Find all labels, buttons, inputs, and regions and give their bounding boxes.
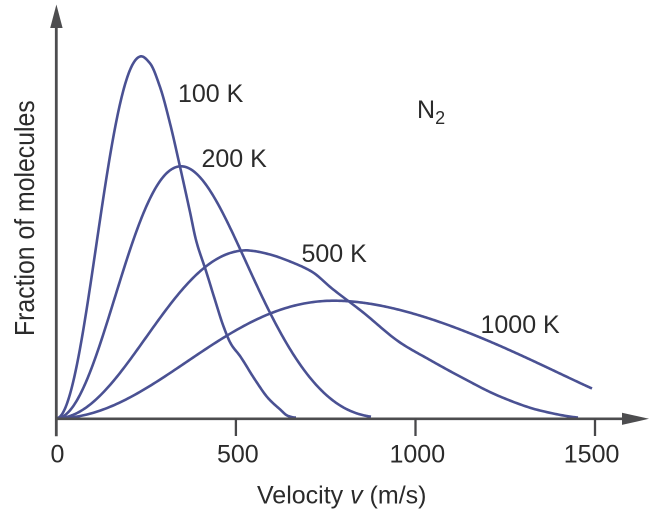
svg-text:Velocity v (m/s): Velocity v (m/s) [257,481,426,509]
svg-text:1000: 1000 [389,441,445,469]
svg-text:Fraction of molecules: Fraction of molecules [9,100,41,336]
svg-text:500 K: 500 K [302,240,368,268]
svg-text:1000 K: 1000 K [481,311,561,339]
svg-text:0: 0 [50,441,64,469]
svg-text:1500: 1500 [564,441,620,469]
svg-text:500: 500 [217,441,259,469]
svg-text:200 K: 200 K [202,145,268,173]
svg-text:100 K: 100 K [178,80,244,108]
